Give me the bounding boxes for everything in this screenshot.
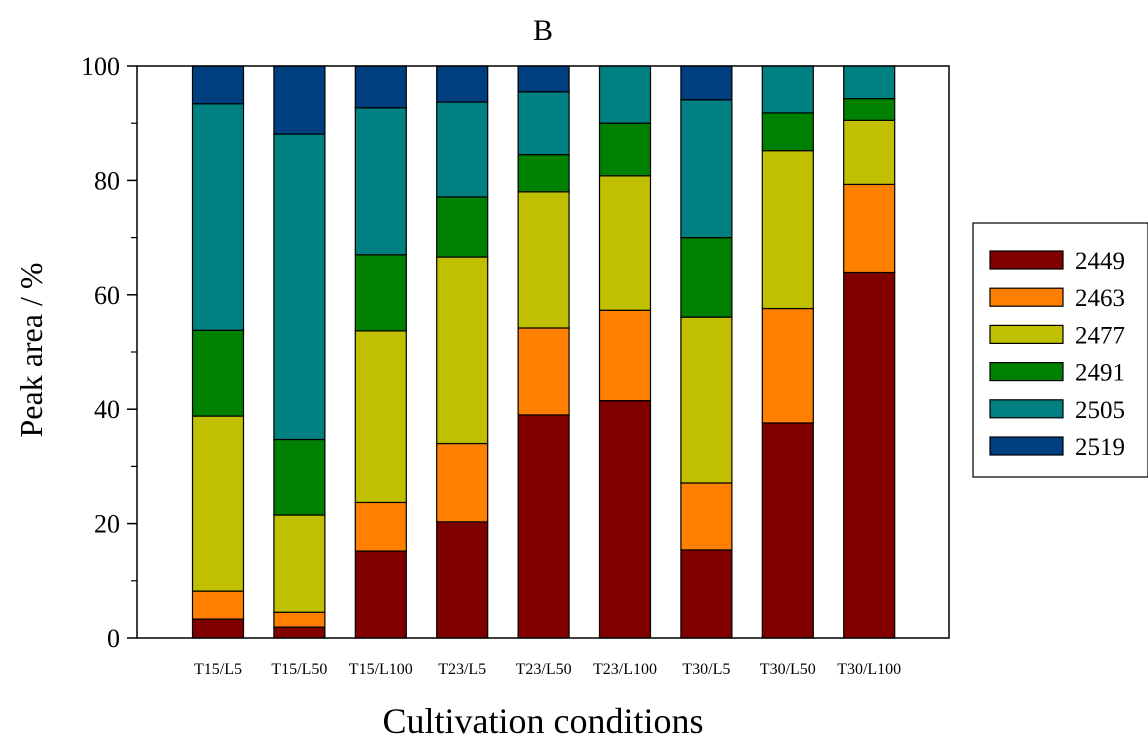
bar-segment-2505-7 bbox=[680, 99, 733, 239]
legend-swatch-2491 bbox=[989, 362, 1064, 382]
bar-segment-2519-7 bbox=[680, 65, 733, 101]
x-tick-label: T15/L5 bbox=[194, 661, 242, 678]
bar-segment-2449-6 bbox=[598, 400, 652, 639]
x-axis-label: Cultivation conditions bbox=[383, 701, 704, 740]
legend-swatch-2477 bbox=[989, 324, 1064, 344]
bar-segment-2491-5 bbox=[517, 154, 570, 193]
bar-segment-2449-9 bbox=[843, 271, 896, 639]
legend-label-2463: 2463 bbox=[1075, 285, 1125, 312]
bar-segment-2477-6 bbox=[598, 175, 652, 311]
legend-swatch-2449 bbox=[989, 250, 1064, 270]
bar-segment-2519-4 bbox=[436, 65, 489, 103]
bar-segment-2491-8 bbox=[761, 112, 814, 152]
bar-segment-2463-9 bbox=[843, 183, 896, 274]
bar-segment-2505-3 bbox=[354, 107, 407, 256]
bar-segment-2449-3 bbox=[354, 550, 407, 639]
bar-segment-2519-3 bbox=[354, 65, 407, 109]
bar-segment-2449-7 bbox=[680, 549, 733, 639]
bar-segment-2477-9 bbox=[843, 119, 896, 186]
legend-swatch-2505 bbox=[989, 399, 1064, 419]
x-tick-label: T23/L50 bbox=[516, 661, 572, 678]
x-tick-label: T23/L5 bbox=[438, 661, 486, 678]
y-tick-label: 0 bbox=[107, 624, 120, 653]
bar-segment-2449-8 bbox=[761, 422, 814, 639]
bar-segment-2505-2 bbox=[273, 133, 326, 441]
y-tick-label: 80 bbox=[94, 166, 120, 195]
x-tick-label: T30/L5 bbox=[682, 661, 730, 678]
bar-segment-2477-1 bbox=[191, 415, 245, 592]
y-tick-label: 60 bbox=[94, 281, 120, 310]
bar-segment-2449-2 bbox=[273, 626, 326, 639]
bars-layer bbox=[191, 65, 896, 639]
bar-segment-2463-5 bbox=[517, 327, 570, 416]
bar-segment-2477-7 bbox=[680, 316, 733, 484]
bar-segment-2463-4 bbox=[436, 442, 489, 523]
bar-segment-2505-5 bbox=[517, 91, 570, 156]
y-tick-label: 40 bbox=[94, 395, 120, 424]
legend-label-2519: 2519 bbox=[1075, 434, 1125, 461]
bar-segment-2477-8 bbox=[761, 150, 814, 310]
bar-segment-2463-8 bbox=[761, 307, 814, 424]
y-tick-label: 100 bbox=[81, 52, 120, 81]
bar-segment-2463-1 bbox=[191, 590, 245, 620]
bar-segment-2477-3 bbox=[354, 330, 407, 504]
bar-segment-2463-7 bbox=[680, 482, 733, 551]
bar-segment-2463-3 bbox=[354, 501, 407, 552]
bar-segment-2463-6 bbox=[598, 309, 652, 402]
bar-segment-2491-3 bbox=[354, 254, 407, 332]
x-tick-label: T23/L100 bbox=[593, 661, 657, 678]
x-tick-label: T15/L100 bbox=[349, 661, 413, 678]
legend-swatch-2463 bbox=[989, 287, 1064, 307]
y-tick-label: 20 bbox=[94, 510, 120, 539]
y-axis-label: Peak area / % bbox=[13, 262, 49, 437]
bar-segment-2477-2 bbox=[273, 514, 326, 613]
legend: 2449 2463 2477 2491 2505 2519 bbox=[972, 222, 1148, 478]
bar-segment-2477-4 bbox=[436, 256, 489, 445]
chart-title: B bbox=[533, 14, 553, 47]
legend-swatch-2519 bbox=[989, 436, 1064, 456]
x-tick-label: T15/L50 bbox=[271, 661, 327, 678]
bar-segment-2463-2 bbox=[273, 611, 326, 628]
bar-segment-2519-1 bbox=[191, 65, 245, 105]
legend-label-2449: 2449 bbox=[1075, 248, 1125, 275]
axis-layer: T15/L5 T15/L50 T15/L100 T23/L5 T23/L50 T23/L1… bbox=[81, 52, 950, 678]
bar-segment-2505-9 bbox=[843, 65, 896, 100]
x-tick-label: T30/L50 bbox=[760, 661, 816, 678]
x-tick-label: T30/L100 bbox=[837, 661, 901, 678]
bar-segment-2505-8 bbox=[761, 65, 814, 114]
bar-segment-2449-4 bbox=[436, 521, 489, 639]
legend-label-2477: 2477 bbox=[1075, 322, 1125, 349]
bar-segment-2505-4 bbox=[436, 101, 489, 198]
bar-segment-2491-4 bbox=[436, 196, 489, 258]
bar-segment-2491-7 bbox=[680, 237, 733, 318]
bar-segment-2477-5 bbox=[517, 191, 570, 329]
bar-segment-2505-1 bbox=[191, 103, 245, 331]
bar-segment-2449-1 bbox=[191, 618, 245, 639]
legend-label-2505: 2505 bbox=[1075, 397, 1125, 424]
bar-segment-2449-5 bbox=[517, 414, 570, 639]
bar-segment-2491-1 bbox=[191, 329, 245, 417]
bar-segment-2519-2 bbox=[273, 65, 326, 135]
legend-label-2491: 2491 bbox=[1075, 360, 1125, 387]
bar-segment-2491-6 bbox=[598, 122, 652, 177]
bar-segment-2519-5 bbox=[517, 65, 570, 93]
bar-segment-2491-9 bbox=[843, 98, 896, 121]
bar-segment-2505-6 bbox=[598, 65, 652, 124]
bar-segment-2491-2 bbox=[273, 438, 326, 516]
